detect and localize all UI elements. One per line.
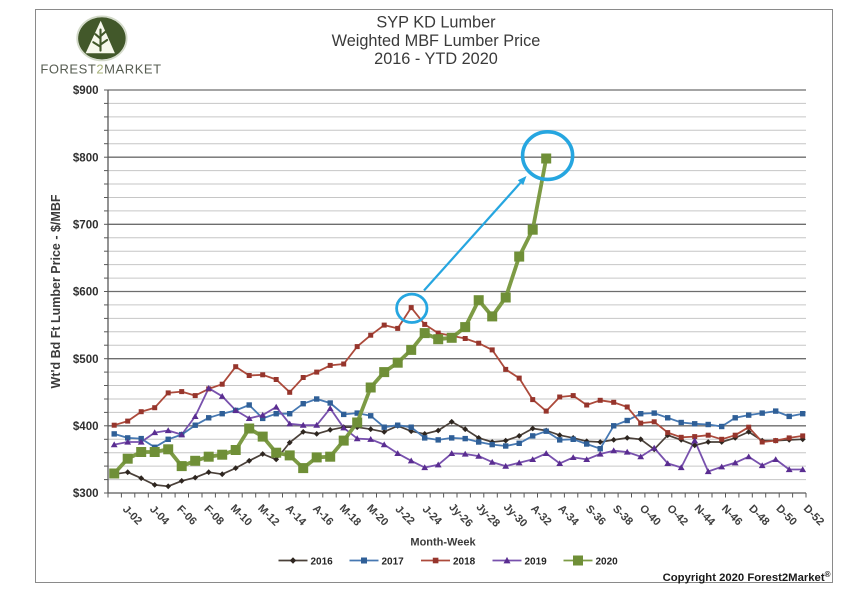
svg-text:$300: $300 xyxy=(73,488,99,500)
svg-text:2017: 2017 xyxy=(382,556,405,567)
svg-text:Month-Week: Month-Week xyxy=(410,537,476,549)
svg-text:$400: $400 xyxy=(73,421,99,433)
svg-text:$500: $500 xyxy=(73,354,99,366)
svg-text:Wt'd Bd Ft Lumber Price - $/MB: Wt'd Bd Ft Lumber Price - $/MBF xyxy=(49,194,63,388)
svg-text:$700: $700 xyxy=(73,220,99,232)
svg-text:2019: 2019 xyxy=(525,556,548,567)
svg-text:Copyright 2020 Forest2Market®: Copyright 2020 Forest2Market® xyxy=(663,570,831,584)
svg-text:2020: 2020 xyxy=(596,556,619,567)
svg-text:$600: $600 xyxy=(73,287,99,299)
svg-text:SYP KD Lumber: SYP KD Lumber xyxy=(376,14,496,32)
svg-text:$900: $900 xyxy=(73,85,99,97)
svg-text:Weighted MBF Lumber Price: Weighted MBF Lumber Price xyxy=(332,32,541,50)
svg-text:2018: 2018 xyxy=(453,556,476,567)
svg-text:FOREST2MARKET: FOREST2MARKET xyxy=(40,61,161,76)
svg-text:2016 - YTD 2020: 2016 - YTD 2020 xyxy=(374,50,498,68)
svg-text:$800: $800 xyxy=(73,152,99,164)
svg-text:2016: 2016 xyxy=(311,556,334,567)
